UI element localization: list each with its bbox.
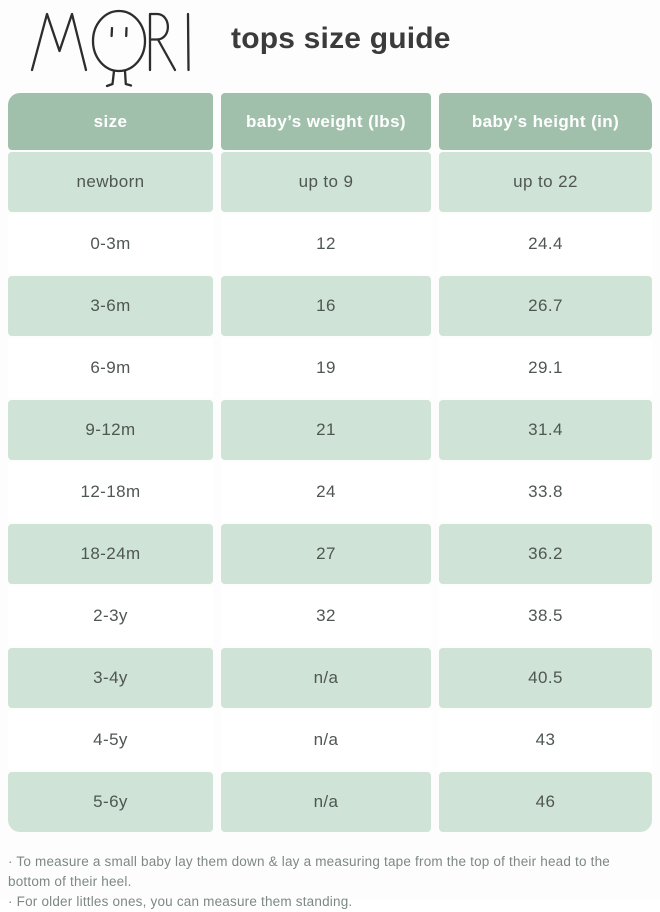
cell-height: 40.5 bbox=[439, 648, 652, 708]
cell-weight: 12 bbox=[221, 214, 431, 274]
logo-letter-o-face bbox=[91, 9, 147, 73]
cell-height: 26.7 bbox=[439, 276, 652, 336]
cell-size: 2-3y bbox=[8, 586, 213, 646]
cell-size: 3-4y bbox=[8, 648, 213, 708]
logo-legs bbox=[105, 69, 133, 88]
cell-height: 46 bbox=[439, 772, 652, 832]
cell-weight: n/a bbox=[221, 648, 431, 708]
cell-weight: 21 bbox=[221, 400, 431, 460]
cell-weight: 24 bbox=[221, 462, 431, 522]
cell-size: 4-5y bbox=[8, 710, 213, 770]
cell-size: 0-3m bbox=[8, 214, 213, 274]
mori-logo-icon bbox=[30, 9, 190, 88]
cell-weight: n/a bbox=[221, 710, 431, 770]
cell-weight: 32 bbox=[221, 586, 431, 646]
logo-letter-i bbox=[186, 12, 190, 72]
cell-height: 43 bbox=[439, 710, 652, 770]
footnotes: · To measure a small baby lay them down … bbox=[8, 852, 656, 912]
cell-weight: 19 bbox=[221, 338, 431, 398]
column-header-size: size bbox=[8, 93, 213, 150]
cell-height: 31.4 bbox=[439, 400, 652, 460]
logo-letter-r bbox=[148, 12, 177, 72]
cell-height: 24.4 bbox=[439, 214, 652, 274]
header: tops size guide bbox=[0, 0, 660, 92]
logo-letter-m bbox=[30, 12, 88, 72]
page-title: tops size guide bbox=[231, 22, 451, 55]
logo-eyes bbox=[110, 26, 128, 38]
cell-height: up to 22 bbox=[439, 152, 652, 212]
cell-weight: 16 bbox=[221, 276, 431, 336]
cell-size: newborn bbox=[8, 152, 213, 212]
size-guide-table: size baby’s weight (lbs) baby’s height (… bbox=[8, 93, 652, 832]
cell-weight: n/a bbox=[221, 772, 431, 832]
cell-size: 6-9m bbox=[8, 338, 213, 398]
cell-height: 36.2 bbox=[439, 524, 652, 584]
cell-weight: up to 9 bbox=[221, 152, 431, 212]
cell-size: 18-24m bbox=[8, 524, 213, 584]
cell-size: 12-18m bbox=[8, 462, 213, 522]
cell-weight: 27 bbox=[221, 524, 431, 584]
cell-height: 33.8 bbox=[439, 462, 652, 522]
cell-height: 38.5 bbox=[439, 586, 652, 646]
cell-size: 5-6y bbox=[8, 772, 213, 832]
cell-height: 29.1 bbox=[439, 338, 652, 398]
column-header-weight: baby’s weight (lbs) bbox=[221, 93, 431, 150]
footnote-measure-older: · For older littles ones, you can measur… bbox=[8, 894, 353, 909]
column-header-height: baby’s height (in) bbox=[439, 93, 652, 150]
cell-size: 3-6m bbox=[8, 276, 213, 336]
cell-size: 9-12m bbox=[8, 400, 213, 460]
footnote-measure-baby: · To measure a small baby lay them down … bbox=[8, 854, 611, 889]
